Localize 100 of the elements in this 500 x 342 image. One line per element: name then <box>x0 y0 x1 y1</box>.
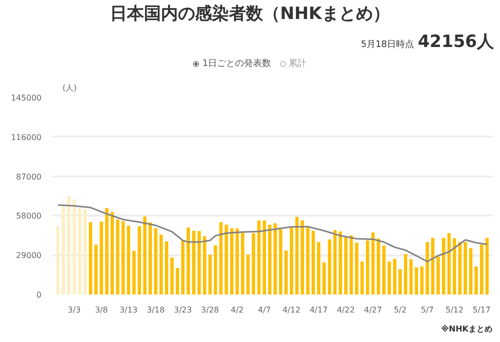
text: 累計 <box>288 59 307 69</box>
bar <box>382 246 386 294</box>
bar <box>262 220 266 294</box>
bar <box>469 248 472 294</box>
text: 5月18日時点 <box>360 40 414 50</box>
bar <box>312 230 315 294</box>
bar <box>393 258 396 294</box>
text: 42156人 <box>418 32 494 52</box>
bar <box>110 212 114 294</box>
y-tick-label: 0 <box>36 290 42 300</box>
text: ※NHKまとめ <box>441 324 493 334</box>
bar <box>480 244 484 294</box>
bar <box>138 226 142 294</box>
bar <box>208 254 212 294</box>
text: 1日ごとの発表数 <box>202 59 272 69</box>
bar <box>404 254 408 294</box>
bar <box>198 231 201 294</box>
bar <box>100 222 104 294</box>
bar <box>105 208 108 294</box>
bar <box>360 261 364 294</box>
bar <box>414 267 418 294</box>
bar <box>398 269 402 294</box>
bar <box>246 254 250 294</box>
bar <box>88 222 92 294</box>
bar <box>295 216 299 294</box>
bar <box>474 266 478 294</box>
bar <box>420 266 424 294</box>
bar <box>279 229 282 294</box>
x-tick-label: 4/27 <box>364 306 382 314</box>
bar <box>219 222 223 294</box>
x-tick-label: 4/7 <box>258 306 271 314</box>
bar <box>236 228 239 294</box>
bar <box>485 238 489 294</box>
bar <box>83 209 87 294</box>
bar <box>300 220 304 294</box>
bar <box>371 232 375 294</box>
bar <box>192 230 196 294</box>
bar <box>284 250 288 294</box>
y-tick-label: 116000 <box>10 132 42 142</box>
bar <box>431 238 434 294</box>
bar <box>328 239 332 294</box>
x-tick-label: 3/28 <box>201 306 220 314</box>
x-tick-label: 4/12 <box>282 306 300 314</box>
bar <box>186 228 190 294</box>
y-axis-title: (人) <box>62 84 77 92</box>
bar <box>160 234 163 294</box>
bar <box>290 228 294 294</box>
line-series <box>57 204 488 262</box>
bar <box>388 261 391 294</box>
bar <box>176 268 180 294</box>
y-tick-label: 87000 <box>16 172 42 182</box>
bar <box>436 256 440 294</box>
bar <box>132 250 136 294</box>
x-tick-label: 5/2 <box>394 306 407 314</box>
bar <box>230 228 234 294</box>
bar <box>67 196 70 294</box>
bar <box>426 242 429 294</box>
bar <box>409 259 413 294</box>
bar <box>257 220 261 294</box>
bar <box>333 230 337 294</box>
x-tick-label: 4/2 <box>230 306 244 314</box>
bar <box>252 233 256 294</box>
x-tick-label: 3/23 <box>174 306 192 314</box>
bar <box>62 206 65 294</box>
x-tick-label: 5/7 <box>420 306 434 314</box>
bar <box>181 240 184 294</box>
bar <box>344 236 348 294</box>
bar <box>214 245 218 294</box>
x-tick-label: 5/17 <box>472 306 491 314</box>
bar <box>72 199 76 294</box>
y-tick-label: 58000 <box>16 212 42 221</box>
bar <box>317 242 320 294</box>
bar <box>224 224 228 294</box>
bar <box>306 228 310 294</box>
bar <box>322 262 326 294</box>
bar <box>240 232 244 294</box>
bar <box>464 242 467 294</box>
bar <box>338 231 342 294</box>
y-tick-label: 29000 <box>16 251 42 260</box>
bar <box>94 244 98 294</box>
bar <box>447 233 451 294</box>
bar <box>143 216 146 294</box>
x-tick-label: 3/13 <box>120 306 138 314</box>
bar <box>350 235 353 294</box>
x-tick-label: 5/12 <box>445 306 464 314</box>
bar <box>164 241 168 294</box>
bar <box>78 208 82 294</box>
bar <box>355 242 358 294</box>
bar <box>268 224 272 294</box>
bar <box>154 228 158 294</box>
bar <box>148 222 152 294</box>
bar <box>116 220 120 294</box>
x-tick-label: 4/22 <box>336 306 355 314</box>
x-tick-label: 3/18 <box>146 306 165 314</box>
x-tick-label: 3/3 <box>68 306 81 314</box>
x-tick-label: 4/17 <box>310 306 328 314</box>
bar <box>126 226 130 294</box>
bar <box>170 258 174 294</box>
bar <box>202 236 206 294</box>
bar <box>274 223 277 294</box>
